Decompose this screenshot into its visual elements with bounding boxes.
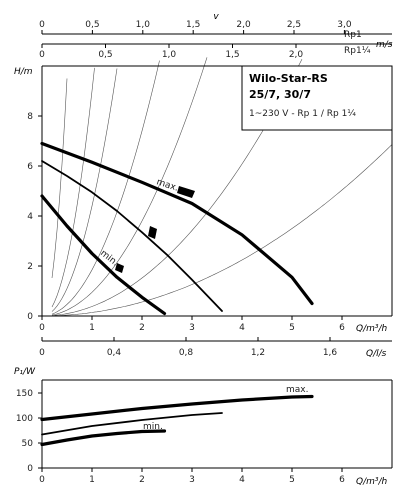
head-x-tick-label: 6: [339, 323, 345, 333]
head-y-tick-label: 6: [27, 162, 33, 172]
flow-l-s-tick-label: 0,4: [107, 348, 122, 358]
power-curve: [40, 429, 167, 447]
mid-speed-marker: [148, 226, 157, 239]
rp1-1-4-scale-label: Rp1¼: [344, 46, 371, 56]
rp1-tick-label: 3,0: [337, 20, 352, 30]
power-axes: 0 1 2 3 4 5 6 0 50 100 150: [16, 379, 393, 485]
power-max-label: max.: [286, 385, 308, 395]
head-y-tick-label: 2: [27, 262, 33, 272]
head-y-tick-label: 4: [27, 212, 33, 222]
flow-l-s-tick-label: 0,8: [179, 348, 194, 358]
max-speed-marker: [177, 186, 195, 198]
power-y-tick-label: 150: [16, 389, 33, 399]
flow-l-s-tick-label: 1,2: [251, 348, 265, 358]
rp1-scale-label: Rp1: [344, 30, 362, 40]
velocity-scales: v m/s Rp1 Rp1¼ 0 0,5 1,0 1,5 2,0 2,5 3,0 0 0,5 1,…: [39, 12, 393, 60]
head-series: [40, 141, 314, 316]
flow-l-s-axis-label: Q/l/s: [366, 349, 387, 359]
head-chart: 0 1 2 3 4 5 6 0 2 4 6 8 Wilo-Star-RS 25/7, 30/7 1~2…: [14, 57, 393, 334]
rp1-tick-label: 0,5: [85, 20, 99, 30]
min-speed-marker: [115, 263, 124, 273]
system-curves: [51, 57, 393, 317]
head-axes: 0 1 2 3 4 5 6 0 2 4 6 8: [27, 65, 393, 333]
power-x-tick-label: 4: [239, 475, 245, 485]
system-curve: [51, 78, 68, 279]
system-curve: [51, 144, 393, 317]
head-x-tick-label: 2: [139, 323, 145, 333]
rp1-tick-label: 0: [39, 20, 45, 30]
system-curve: [51, 58, 303, 316]
power-y-tick-label: 0: [27, 464, 33, 474]
head-y-axis-label: H/m: [14, 67, 33, 77]
flow-l-s-tick-label: 1,6: [323, 348, 338, 358]
power-x-tick-label: 1: [89, 475, 95, 485]
power-x-tick-label: 6: [339, 475, 345, 485]
head-x-tick-label: 5: [289, 323, 295, 333]
head-x-tick-label: 4: [239, 323, 245, 333]
rp1-tick-label: 2,5: [287, 20, 301, 30]
legend-model-numbers: 25/7, 30/7: [249, 88, 311, 101]
rp1-tick-label: 1,0: [136, 20, 151, 30]
system-curve: [51, 67, 95, 308]
head-x-tick-label: 0: [39, 323, 45, 333]
rp1-tick-label: 2,0: [236, 20, 251, 30]
legend-product-name: Wilo-Star-RS: [249, 72, 328, 85]
rp1-1-4-tick-label: 2,0: [289, 50, 304, 60]
legend-box: [241, 65, 393, 131]
legend-voltage-connection: 1~230 V - Rp 1 / Rp 1¼: [249, 109, 356, 119]
velocity-symbol: v: [213, 12, 219, 22]
head-y-tick-label: 8: [27, 112, 33, 122]
rp1-1-4-tick-label: 0: [39, 50, 45, 60]
head-x-axis-label: Q/m³/h: [356, 324, 388, 334]
power-x-tick-label: 5: [289, 475, 295, 485]
head-x-tick-label: 1: [89, 323, 95, 333]
power-curve: [41, 412, 223, 436]
power-min-label: min.: [143, 422, 163, 432]
rp1-1-4-tick-label: 1,0: [162, 50, 177, 60]
power-series: [40, 394, 314, 447]
head-curve: [40, 141, 314, 306]
system-curve: [51, 57, 208, 316]
flow-l-s-tick-label: 0: [39, 348, 45, 358]
power-chart: 0 1 2 3 4 5 6 0 50 100 150 P₁/W Q/m³/h max. min.: [14, 367, 393, 487]
system-curve: [51, 68, 118, 312]
power-y-tick-label: 100: [16, 414, 33, 424]
power-curve: [40, 394, 314, 422]
head-curve: [41, 160, 223, 312]
rp1-tick-label: 1,5: [186, 20, 200, 30]
power-y-tick-label: 50: [22, 439, 34, 449]
head-x-tick-label: 3: [189, 323, 195, 333]
system-curve: [51, 60, 160, 315]
flow-l-s-scale: Q/l/s 0 0,4 0,8 1,2 1,6: [39, 337, 392, 359]
power-x-axis-label: Q/m³/h: [356, 477, 388, 487]
velocity-unit-label: m/s: [376, 40, 393, 50]
power-y-axis-label: P₁/W: [14, 367, 36, 377]
head-curve: [40, 194, 167, 316]
power-x-tick-label: 3: [189, 475, 195, 485]
head-y-tick-label: 0: [27, 312, 33, 322]
rp1-1-4-tick-label: 0,5: [98, 50, 112, 60]
power-x-tick-label: 2: [139, 475, 145, 485]
power-x-tick-label: 0: [39, 475, 45, 485]
rp1-1-4-tick-label: 1,5: [225, 50, 239, 60]
